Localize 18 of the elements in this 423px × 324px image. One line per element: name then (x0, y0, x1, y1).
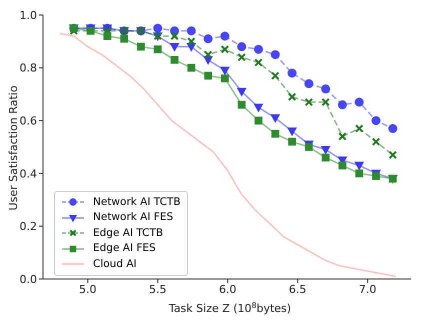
y-tick-label: 0.8 (20, 62, 37, 75)
x-tick-label: 5.5 (148, 282, 166, 296)
y-tick-label: 0.0 (20, 272, 37, 286)
y-axis-title: User Satisfaction Ratio (7, 85, 20, 210)
x-axis-title: Task Size Z (10$^{8}$bytes) (168, 300, 292, 315)
legend-label: Network AI FES (93, 210, 174, 225)
legend-label: Edge AI TCTB (93, 226, 164, 240)
legend-label: Edge AI FES (93, 241, 156, 256)
y-tick-label: 0.2 (20, 220, 37, 234)
y-tick-label: 0.4 (20, 167, 37, 180)
y-tick-label: 0.6 (20, 114, 37, 128)
legend-label: Network AI TCTB (93, 194, 181, 210)
x-tick-label: 5.0 (79, 282, 97, 296)
legend-label: Cloud AI (93, 256, 137, 272)
y-tick-label: 1.0 (20, 8, 37, 22)
x-tick-label: 7.0 (358, 282, 376, 296)
x-tick-label: 6.5 (288, 282, 306, 296)
x-tick-label: 6.0 (218, 282, 236, 296)
